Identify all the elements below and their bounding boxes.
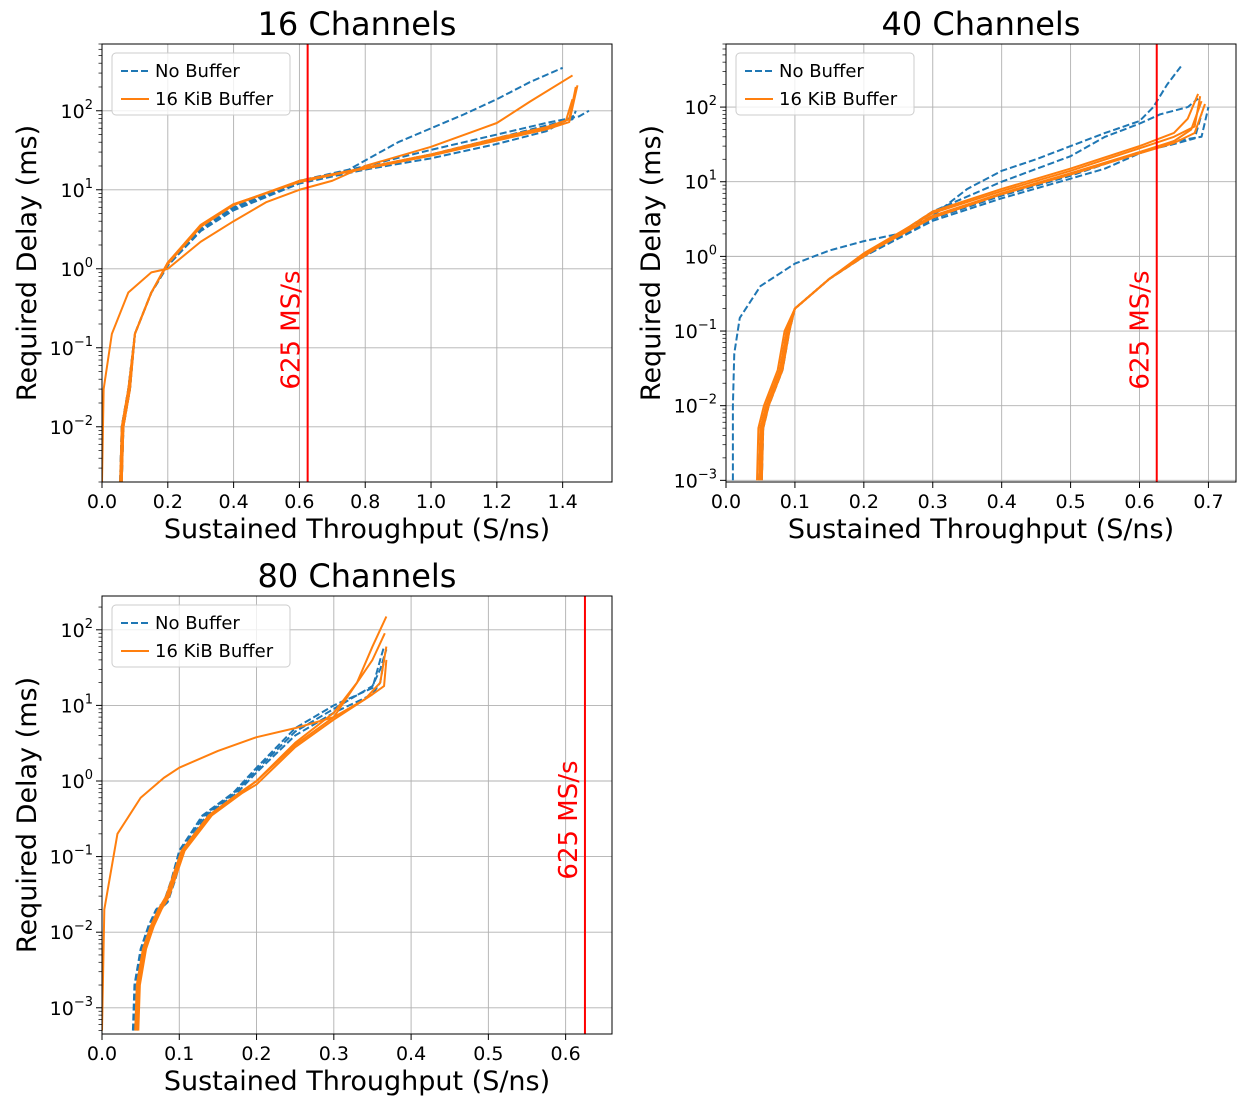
- legend-label: 16 KiB Buffer: [779, 89, 898, 110]
- series-16kib-buffer-line: [760, 96, 1202, 481]
- x-axis-label: Sustained Throughput (S/ns): [164, 514, 550, 545]
- x-tick-label: 0.1: [164, 1043, 194, 1065]
- x-tick-label: 1.0: [416, 491, 446, 513]
- x-axis-label: Sustained Throughput (S/ns): [164, 1066, 550, 1097]
- x-tick-label: 0.2: [849, 491, 879, 513]
- y-axis-label: Required Delay (ms): [12, 125, 43, 401]
- x-tick-label: 0.4: [987, 491, 1017, 513]
- series-16kib-buffer-line: [102, 74, 574, 482]
- y-tick-label: 101: [685, 169, 717, 194]
- plot-frame: [725, 43, 1237, 483]
- series-16kib-buffer-line: [120, 98, 574, 482]
- legend-frame: [735, 52, 915, 116]
- x-tick-label: 0.7: [1193, 491, 1223, 513]
- y-tick-label: 100: [61, 768, 93, 793]
- x-axis-label: Sustained Throughput (S/ns): [788, 514, 1174, 545]
- series-no-buffer-line: [119, 66, 564, 482]
- legend: No Buffer 16 KiB Buffer: [111, 604, 291, 668]
- x-tick-label: 1.2: [482, 491, 512, 513]
- throughput-marker-label: 625 MS/s: [277, 270, 307, 389]
- series-16kib-buffer-line: [119, 86, 577, 482]
- x-tick-label: 0.4: [219, 491, 249, 513]
- x-tick-label: 0.3: [918, 491, 948, 513]
- series-16kib-buffer-line: [102, 616, 388, 1031]
- x-tick-label: 0.2: [241, 1043, 271, 1065]
- y-tick-label: 10−3: [50, 995, 93, 1020]
- panel-80-channels: 0.0 0.1 0.2 0.3 0.4 0.5 0.6 10−3 10−2 10−1 100 101 1…: [12, 557, 613, 1097]
- y-tick-label: 10−1: [50, 844, 93, 869]
- y-tick-label: 100: [685, 243, 717, 268]
- legend-label: No Buffer: [155, 61, 240, 82]
- legend-label: 16 KiB Buffer: [155, 641, 274, 662]
- x-tick-label: 0.0: [711, 491, 741, 513]
- series-group: [102, 66, 590, 482]
- chart-title: 16 Channels: [258, 5, 457, 43]
- series-16kib-buffer-line: [135, 646, 388, 1031]
- x-tick-label: 0.5: [473, 1043, 503, 1065]
- x-tick-label: 0.1: [780, 491, 810, 513]
- series-16kib-buffer-line: [756, 93, 1200, 481]
- series-16kib-buffer-line: [759, 103, 1206, 481]
- y-tick-label: 10−1: [50, 335, 93, 360]
- series-no-buffer-line: [731, 65, 1182, 481]
- y-axis-label: Required Delay (ms): [636, 125, 667, 401]
- x-tick-label: 0.0: [87, 1043, 117, 1065]
- y-tick-label: 10−1: [674, 318, 717, 343]
- plot-frame: [101, 43, 613, 483]
- throughput-marker-label: 625 MS/s: [554, 760, 584, 879]
- y-tick-label: 102: [61, 617, 93, 642]
- x-tick-label: 0.4: [396, 1043, 426, 1065]
- x-tick-label: 0.6: [284, 491, 314, 513]
- series-no-buffer-line: [131, 646, 386, 1031]
- y-tick-label: 101: [61, 692, 93, 717]
- legend-frame: [111, 604, 291, 668]
- series-group: [102, 616, 388, 1031]
- y-tick-label: 10−2: [50, 414, 93, 439]
- x-tick-label: 0.5: [1055, 491, 1085, 513]
- legend: No Buffer 16 KiB Buffer: [111, 52, 291, 116]
- y-tick-label: 102: [685, 94, 717, 119]
- series-16kib-buffer-line: [120, 85, 579, 482]
- x-tick-label: 0.6: [551, 1043, 581, 1065]
- x-tick-label: 0.3: [319, 1043, 349, 1065]
- series-16kib-buffer-line: [137, 659, 388, 1031]
- panel-16-channels: 0.0 0.2 0.4 0.6 0.8 1.0 1.2 1.4 10−2 10−1 100 101 10…: [12, 5, 613, 545]
- x-tick-label: 0.8: [350, 491, 380, 513]
- y-tick-label: 10−3: [674, 467, 717, 492]
- y-tick-label: 101: [61, 177, 93, 202]
- legend: No Buffer 16 KiB Buffer: [735, 52, 915, 116]
- series-16kib-buffer-line: [134, 632, 386, 1031]
- x-tick-label: 1.4: [548, 491, 578, 513]
- plot-frame: [101, 595, 613, 1035]
- legend-frame: [111, 52, 291, 116]
- y-tick-label: 102: [61, 98, 93, 123]
- y-axis-label: Required Delay (ms): [12, 677, 43, 953]
- y-tick-label: 100: [61, 256, 93, 281]
- series-no-buffer-line: [120, 110, 577, 482]
- y-tick-label: 10−2: [50, 919, 93, 944]
- legend-label: No Buffer: [155, 613, 240, 634]
- legend-label: No Buffer: [779, 61, 864, 82]
- y-tick-label: 10−2: [674, 393, 717, 418]
- throughput-marker-label: 625 MS/s: [1126, 270, 1156, 389]
- series-group: [731, 65, 1210, 481]
- panel-40-channels: 0.0 0.1 0.2 0.3 0.4 0.5 0.6 0.7 10−3 10−2 10−1 100 1…: [636, 5, 1237, 545]
- chart-title: 80 Channels: [258, 557, 457, 595]
- x-tick-label: 0.0: [87, 491, 117, 513]
- chart-title: 40 Channels: [882, 5, 1081, 43]
- x-tick-label: 0.2: [153, 491, 183, 513]
- legend-label: 16 KiB Buffer: [155, 89, 274, 110]
- x-tick-label: 0.6: [1124, 491, 1154, 513]
- series-no-buffer-line: [135, 659, 386, 1031]
